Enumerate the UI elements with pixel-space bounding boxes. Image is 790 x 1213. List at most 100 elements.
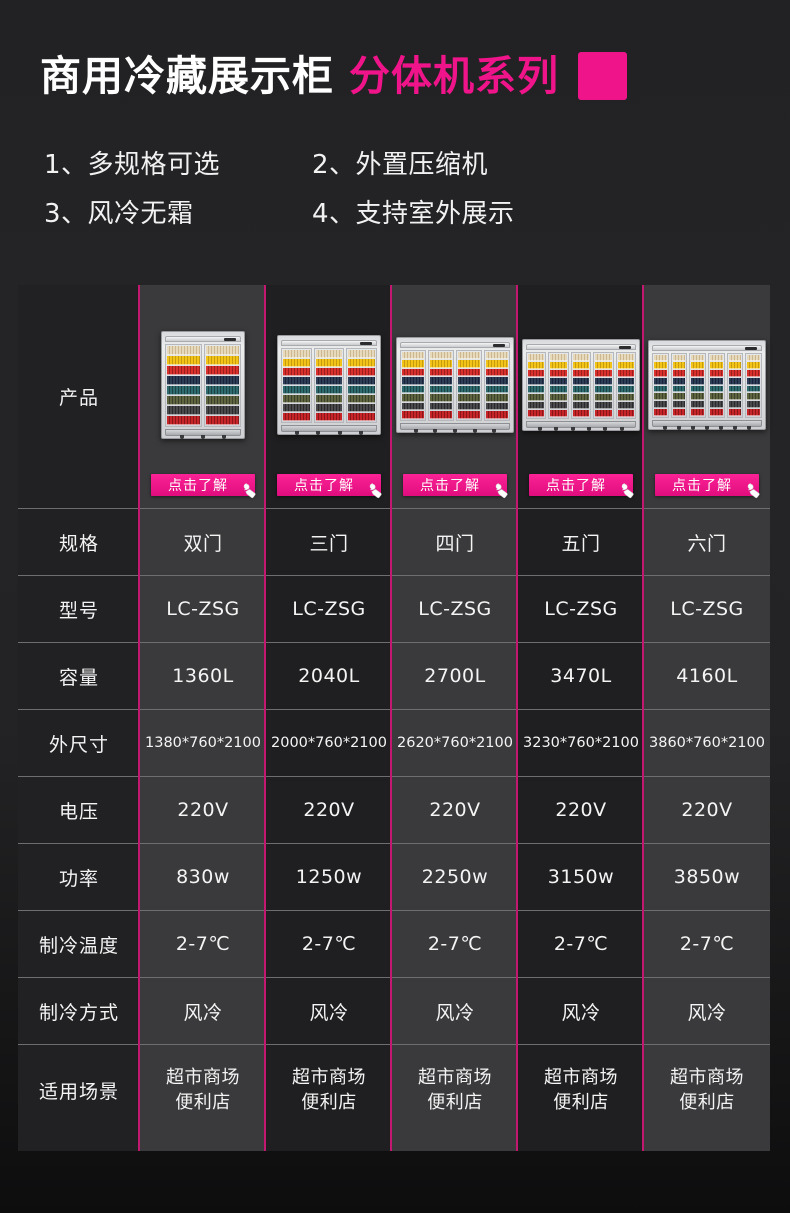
cabinet-shelf [595,385,613,393]
cabinet-shelf [691,408,705,416]
learn-more-label: 点击了解 [546,478,606,494]
cell-scene-value: 超市商场 便利店 [418,1067,492,1113]
cabinet-shelf [728,354,742,362]
cabinet-shelf [402,368,424,376]
cabinet-shelf [595,361,613,369]
cell-power: 3150w [518,844,644,911]
cell-temperature-value: 2-7℃ [427,933,483,955]
cell-dimensions-value: 1380*760*2100 [145,735,261,751]
cabinet-shelf [595,353,613,361]
cell-temperature: 2-7℃ [140,911,266,978]
table-column-五门: 点击了解 五门 LC-ZSG 3470L 3230*760*2100 220V 3150w 2… [518,285,644,1151]
cell-capacity-value: 3470L [550,665,612,687]
learn-more-button[interactable]: 点击了解 [151,474,256,499]
cabinet-shelf [672,401,686,408]
product-cell: 点击了解 [518,285,644,509]
cabinet-door [593,351,614,419]
cell-scene-value: 超市商场 便利店 [670,1067,744,1113]
product-cell: 点击了解 [644,285,770,509]
cell-dimensions-value: 3860*760*2100 [649,735,765,751]
cabinet-shelf [528,377,545,385]
learn-more-button[interactable]: 点击了解 [529,474,634,499]
cell-model-value: LC-ZSG [166,598,240,620]
cabinet-shelf [402,377,424,385]
cabinet-shelf [672,393,686,400]
cell-spec: 双门 [140,509,266,576]
cabinet-shelf [458,402,480,410]
cabinet-shelf [691,354,705,362]
cell-scene: 超市商场 便利店 [644,1045,770,1136]
cabinet-shelf [458,394,480,402]
cabinet-shelf [617,353,635,361]
cell-cooling: 风冷 [644,978,770,1045]
cabinet-shelf [206,385,239,395]
cell-spec-value: 双门 [183,532,223,555]
cabinet-shelf [458,351,480,359]
cabinet-shelf [486,385,508,393]
cell-model: LC-ZSG [392,576,518,643]
cabinet-shelf [402,411,424,419]
cabinet-shelf [206,395,239,405]
cell-cooling: 风冷 [140,978,266,1045]
cell-voltage: 220V [644,777,770,844]
feature-item-1: 1、多规格可选 [44,150,221,180]
learn-more-label: 点击了解 [420,478,480,494]
cabinet-shelf [282,394,310,403]
learn-more-button[interactable]: 点击了解 [403,474,508,499]
learn-more-label: 点击了解 [672,478,732,494]
cabinet-shelf [402,385,424,393]
cabinet-shelf [402,394,424,402]
cabinet-top-panel [400,341,510,348]
learn-more-button[interactable]: 点击了解 [655,474,760,499]
cabinet-shelf [282,412,310,421]
table-label-column: 产品 规格 型号 容量 外尺寸 电压 功率 制冷温度 制冷方式 适用场景 [18,285,140,1151]
cabinet-leg [747,425,751,430]
cell-scene: 超市商场 便利店 [392,1045,518,1136]
cabinet-shelf [654,354,667,362]
cell-scene-value: 超市商场 便利店 [292,1067,366,1113]
cabinet-shelf [206,365,239,375]
cell-temperature-value: 2-7℃ [679,933,735,955]
cell-capacity: 2700L [392,643,518,710]
learn-more-label: 点击了解 [168,478,228,494]
cell-spec-value: 四门 [435,532,475,555]
cell-voltage-value: 220V [429,799,481,821]
cabinet-shelf [710,377,723,385]
cell-scene: 超市商场 便利店 [518,1045,644,1136]
cabinet-door [652,352,669,418]
cell-model-value: LC-ZSG [670,598,744,620]
cabinet-shelf [710,401,723,408]
cabinet-shelf [430,385,452,393]
cabinet-shelf [550,353,568,361]
cabinet-shelf [348,358,376,367]
spec-comparison-table: 产品 规格 型号 容量 外尺寸 电压 功率 制冷温度 制冷方式 适用场景 点击了… [18,285,772,1151]
cell-model-value: LC-ZSG [544,598,618,620]
cell-capacity-value: 1360L [172,665,234,687]
cell-model-value: LC-ZSG [292,598,366,620]
cabinet-leg [691,425,695,430]
cabinet-shelf [595,401,613,409]
cabinet-shelf [402,351,424,359]
cabinet-shelf [710,385,723,393]
cabinet-shelf [430,351,452,359]
cabinet-shelf [617,361,635,369]
learn-more-button[interactable]: 点击了解 [277,474,382,499]
cabinet-shelf [747,408,761,416]
cabinet-shelf [654,408,667,416]
cabinet-shelf [691,370,705,377]
cabinet-shelf [528,385,545,393]
cabinet-shelf [617,393,635,401]
cabinet-shelf [458,411,480,419]
cabinet-shelf [282,403,310,412]
cabinet-shelf [167,375,200,385]
cabinet-door [313,347,345,423]
cabinet-shelf [747,362,761,369]
cabinet-shelf [654,393,667,400]
cabinet-leg [295,430,300,435]
cabinet-door [670,352,688,418]
cabinet-shelf [315,367,343,376]
cell-temperature: 2-7℃ [518,911,644,978]
row-label-dimensions: 外尺寸 [18,710,140,777]
cell-power: 3850w [644,844,770,911]
cabinet-shelf [528,401,545,409]
